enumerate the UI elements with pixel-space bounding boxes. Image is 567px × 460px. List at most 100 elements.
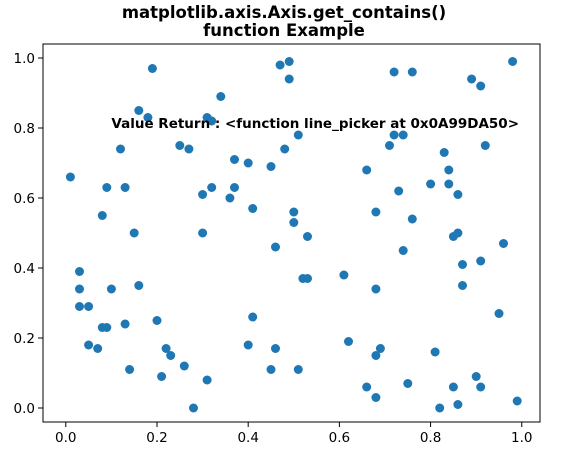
scatter-point-16 [129, 228, 139, 238]
scatter-point-17 [134, 106, 144, 115]
scatter-point-53 [293, 130, 303, 140]
scatter-point-27 [184, 144, 194, 154]
scatter-point-54 [293, 365, 303, 374]
scatter-point-79 [439, 148, 449, 157]
scatter-point-14 [120, 183, 130, 192]
scatter-point-41 [248, 312, 258, 322]
scatter-point-8 [97, 211, 107, 220]
scatter-point-47 [275, 60, 285, 70]
scatter-point-2 [75, 284, 84, 294]
scatter-point-61 [362, 382, 372, 392]
scatter-point-77 [430, 347, 440, 357]
scatter-point-39 [243, 158, 253, 168]
scatter-point-64 [371, 284, 381, 294]
x-tick-label: 0.8 [420, 430, 441, 446]
scatter-point-92 [476, 256, 486, 266]
scatter-point-29 [198, 190, 208, 199]
x-axis-ticks: 0.0 0.2 0.4 0.6 0.8 1.0 [55, 422, 533, 446]
chart-title-line-1: matplotlib.axis.Axis.get_contains() [122, 3, 446, 22]
scatter-point-18 [134, 281, 144, 290]
y-tick-label: 0.8 [14, 121, 35, 137]
scatter-point-32 [202, 375, 212, 385]
scatter-point-93 [476, 382, 486, 392]
scatter-point-81 [444, 179, 454, 189]
scatter-point-87 [458, 281, 467, 290]
scatter-point-1 [75, 267, 84, 276]
scatter-point-13 [120, 319, 130, 329]
scatter-point-85 [453, 190, 463, 199]
scatter-point-94 [480, 141, 490, 150]
scatter-point-37 [230, 155, 239, 164]
scatter-point-30 [198, 228, 208, 238]
scatter-point-68 [389, 67, 399, 77]
scatter-point-48 [280, 144, 290, 154]
y-tick-label: 0.6 [14, 191, 35, 207]
x-tick-label: 0.2 [146, 430, 167, 446]
scatter-point-56 [303, 232, 312, 241]
scatter-point-49 [284, 57, 294, 66]
y-tick-label: 1.0 [14, 51, 35, 67]
scatter-point-45 [271, 242, 280, 252]
value-return-annotation: Value Return : <function line_picker at … [111, 116, 519, 132]
scatter-point-72 [398, 130, 408, 140]
y-tick-label: 0.0 [14, 401, 35, 417]
scatter-point-67 [385, 141, 394, 150]
y-axis-ticks: 0.0 0.2 0.4 0.6 0.8 1.0 [14, 51, 43, 417]
scatter-point-10 [102, 183, 112, 192]
plot-area [43, 44, 540, 422]
scatter-point-0 [65, 172, 75, 182]
scatter-point-65 [371, 351, 381, 360]
x-tick-label: 0.0 [55, 430, 76, 446]
y-tick-label: 0.4 [14, 261, 35, 277]
scatter-point-60 [362, 165, 372, 175]
scatter-points [65, 57, 522, 413]
scatter-point-63 [371, 393, 381, 402]
scatter-point-50 [284, 74, 294, 84]
scatter-point-42 [248, 204, 258, 213]
scatter-point-96 [499, 239, 508, 248]
scatter-point-91 [476, 81, 486, 91]
scatter-point-88 [458, 260, 467, 269]
x-tick-label: 1.0 [511, 430, 532, 446]
scatter-point-89 [467, 74, 477, 84]
scatter-point-38 [230, 183, 239, 192]
y-tick-label: 0.2 [14, 331, 35, 347]
scatter-point-4 [84, 340, 94, 350]
scatter-point-12 [116, 144, 125, 154]
scatter-point-76 [426, 179, 436, 189]
scatter-point-33 [207, 183, 217, 192]
scatter-point-57 [303, 274, 312, 283]
scatter-point-34 [207, 116, 217, 126]
scatter-point-23 [161, 344, 171, 353]
scatter-point-21 [152, 316, 162, 325]
scatter-point-40 [243, 340, 253, 350]
scatter-point-20 [147, 64, 157, 73]
scatter-point-6 [93, 344, 103, 353]
scatter-point-5 [84, 302, 94, 311]
scatter-point-3 [75, 302, 84, 311]
scatter-point-52 [289, 207, 299, 217]
scatter-point-80 [444, 165, 454, 175]
scatter-point-58 [339, 270, 349, 280]
scatter-point-22 [157, 372, 167, 381]
scatter-point-59 [344, 337, 353, 346]
x-tick-label: 0.4 [237, 430, 258, 446]
scatter-point-84 [453, 228, 463, 238]
scatter-point-43 [266, 162, 276, 171]
scatter-point-35 [216, 92, 226, 101]
scatter-point-24 [166, 351, 176, 360]
scatter-point-70 [394, 186, 404, 196]
scatter-point-11 [106, 284, 116, 294]
scatter-point-69 [389, 130, 399, 140]
scatter-point-28 [189, 403, 198, 413]
scatter-point-44 [266, 365, 276, 374]
x-tick-label: 0.6 [329, 430, 350, 446]
scatter-point-74 [407, 214, 417, 224]
scatter-point-9 [102, 323, 112, 332]
scatter-point-15 [125, 365, 135, 374]
chart-title-line-2: function Example [203, 21, 365, 40]
scatter-point-86 [453, 400, 463, 409]
scatter-point-78 [435, 403, 445, 413]
scatter-point-97 [508, 57, 518, 66]
